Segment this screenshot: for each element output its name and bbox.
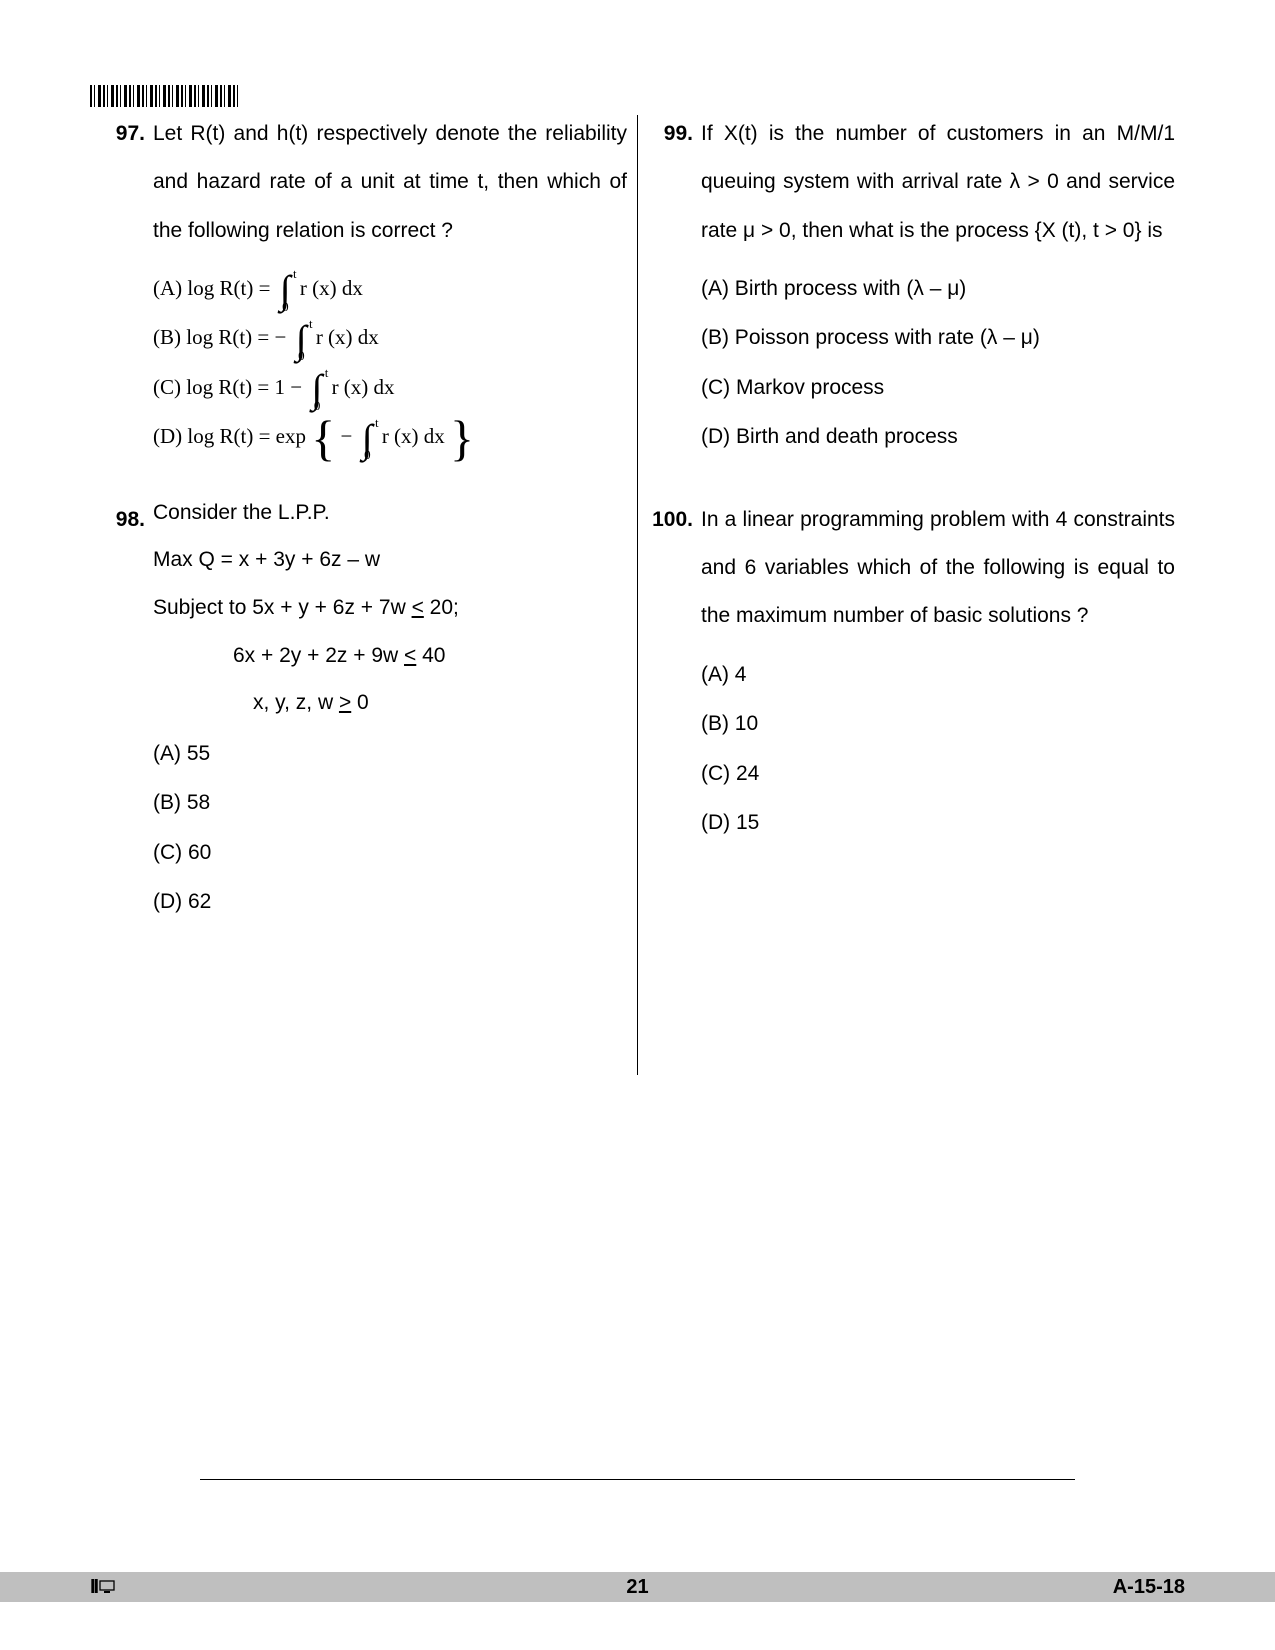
option-c: (C) log R(t) = 1 − t ∫ 0 r (x) dx bbox=[153, 372, 627, 404]
option-c: (C) 24 bbox=[701, 758, 1175, 790]
question-97: 97. Let R(t) and h(t) respectively denot… bbox=[100, 110, 627, 471]
minus: − bbox=[275, 325, 287, 349]
le-sign: < bbox=[412, 596, 424, 619]
monitor-icon bbox=[99, 1580, 115, 1594]
integral-upper: t bbox=[325, 363, 329, 383]
integral-upper: t bbox=[375, 413, 379, 433]
option-b: (B) Poisson process with rate (λ – μ) bbox=[701, 322, 1175, 354]
option-a: (A) 55 bbox=[153, 738, 627, 770]
barcode bbox=[90, 85, 240, 107]
integral-lower: 0 bbox=[282, 297, 289, 317]
constraint-text: 6x + 2y + 2z + 9w bbox=[233, 644, 404, 667]
option-c: (C) Markov process bbox=[701, 372, 1175, 404]
ge-sign: > bbox=[339, 691, 351, 714]
constraint-rhs: 40 bbox=[416, 644, 445, 667]
doc-code: A-15-18 bbox=[1113, 1576, 1185, 1599]
integral-lower: 0 bbox=[364, 445, 371, 465]
integral-icon: t ∫ 0 bbox=[280, 276, 291, 304]
constraint-text: x, y, z, w bbox=[253, 691, 339, 714]
question-text: Consider the L.P.P. bbox=[153, 501, 330, 524]
option-a: (A) Birth process with (λ – μ) bbox=[701, 273, 1175, 305]
options: (A) 4 (B) 10 (C) 24 (D) 15 bbox=[701, 659, 1175, 839]
question-body: Let R(t) and h(t) respectively denote th… bbox=[153, 110, 627, 471]
question-98: 98. Consider the L.P.P. Max Q = x + 3y +… bbox=[100, 496, 627, 936]
option-c: (C) 60 bbox=[153, 837, 627, 869]
minus: − bbox=[290, 375, 302, 399]
option-suffix: r (x) dx bbox=[300, 276, 363, 300]
options: (A) 55 (B) 58 (C) 60 (D) 62 bbox=[153, 738, 627, 918]
question-number: 98. bbox=[100, 496, 153, 936]
option-d: (D) 62 bbox=[153, 886, 627, 918]
question-text: In a linear programming problem with 4 c… bbox=[701, 508, 1175, 628]
option-a: (A) log R(t) = t ∫ 0 r (x) dx bbox=[153, 273, 627, 305]
integral-lower: 0 bbox=[314, 396, 321, 416]
integral-lower: 0 bbox=[298, 346, 305, 366]
option-b: (B) 58 bbox=[153, 787, 627, 819]
option-d: (D) Birth and death process bbox=[701, 421, 1175, 453]
lpp-nonneg: x, y, z, w > 0 bbox=[253, 686, 627, 720]
lpp-objective: Max Q = x + 3y + 6z – w bbox=[153, 543, 627, 577]
integral-icon: t ∫ 0 bbox=[296, 326, 307, 354]
question-body: If X(t) is the number of customers in an… bbox=[701, 110, 1175, 471]
option-b: (B) 10 bbox=[701, 708, 1175, 740]
question-columns: 97. Let R(t) and h(t) respectively denot… bbox=[90, 110, 1185, 1210]
question-text: Let R(t) and h(t) respectively denote th… bbox=[153, 122, 627, 242]
question-100: 100. In a linear programming problem wit… bbox=[648, 496, 1175, 857]
question-number: 100. bbox=[648, 496, 701, 857]
constraint-text: Subject to 5x + y + 6z + 7w bbox=[153, 596, 412, 619]
option-a: (A) 4 bbox=[701, 659, 1175, 691]
option-pre: 1 bbox=[275, 375, 286, 399]
left-column: 97. Let R(t) and h(t) respectively denot… bbox=[90, 110, 637, 1210]
question-number: 99. bbox=[648, 110, 701, 471]
options: (A) log R(t) = t ∫ 0 r (x) dx (B) log R(… bbox=[153, 273, 627, 453]
right-column: 99. If X(t) is the number of customers i… bbox=[638, 110, 1185, 1210]
question-body: In a linear programming problem with 4 c… bbox=[701, 496, 1175, 857]
brace-right-icon: } bbox=[450, 411, 474, 467]
option-suffix: r (x) dx bbox=[382, 424, 445, 448]
question-99: 99. If X(t) is the number of customers i… bbox=[648, 110, 1175, 471]
footer-left-marks: II bbox=[90, 1576, 115, 1599]
constraint-rhs: 0 bbox=[351, 691, 369, 714]
option-d: (D) 15 bbox=[701, 807, 1175, 839]
option-suffix: r (x) dx bbox=[332, 375, 395, 399]
option-pre: exp bbox=[276, 424, 306, 448]
bottom-rule bbox=[200, 1479, 1075, 1480]
lpp-constraint-2: 6x + 2y + 2z + 9w < 40 bbox=[233, 639, 627, 673]
question-text: If X(t) is the number of customers in an… bbox=[701, 122, 1175, 242]
lpp-constraint-1: Subject to 5x + y + 6z + 7w < 20; bbox=[153, 591, 627, 625]
page-footer: II 21 A-15-18 bbox=[0, 1572, 1275, 1602]
le-sign: < bbox=[404, 644, 416, 667]
options: (A) Birth process with (λ – μ) (B) Poiss… bbox=[701, 273, 1175, 453]
option-prefix: (D) log R(t) = bbox=[153, 424, 276, 448]
option-prefix: (C) log R(t) = bbox=[153, 375, 275, 399]
option-suffix: r (x) dx bbox=[316, 325, 379, 349]
integral-icon: t ∫ 0 bbox=[311, 375, 322, 403]
option-prefix: (A) log R(t) = bbox=[153, 276, 276, 300]
page-number: 21 bbox=[626, 1576, 648, 1599]
option-prefix: (B) log R(t) = bbox=[153, 325, 275, 349]
constraint-rhs: 20; bbox=[424, 596, 459, 619]
question-number: 97. bbox=[100, 110, 153, 471]
brace-left-icon: { bbox=[311, 411, 335, 467]
question-body: Consider the L.P.P. Max Q = x + 3y + 6z … bbox=[153, 496, 627, 936]
option-b: (B) log R(t) = − t ∫ 0 r (x) dx bbox=[153, 322, 627, 354]
integral-upper: t bbox=[293, 264, 297, 284]
integral-upper: t bbox=[309, 314, 313, 334]
option-d: (D) log R(t) = exp { − t ∫ 0 r (x) dx } bbox=[153, 421, 627, 453]
minus: − bbox=[341, 424, 353, 448]
integral-icon: t ∫ 0 bbox=[362, 425, 373, 453]
